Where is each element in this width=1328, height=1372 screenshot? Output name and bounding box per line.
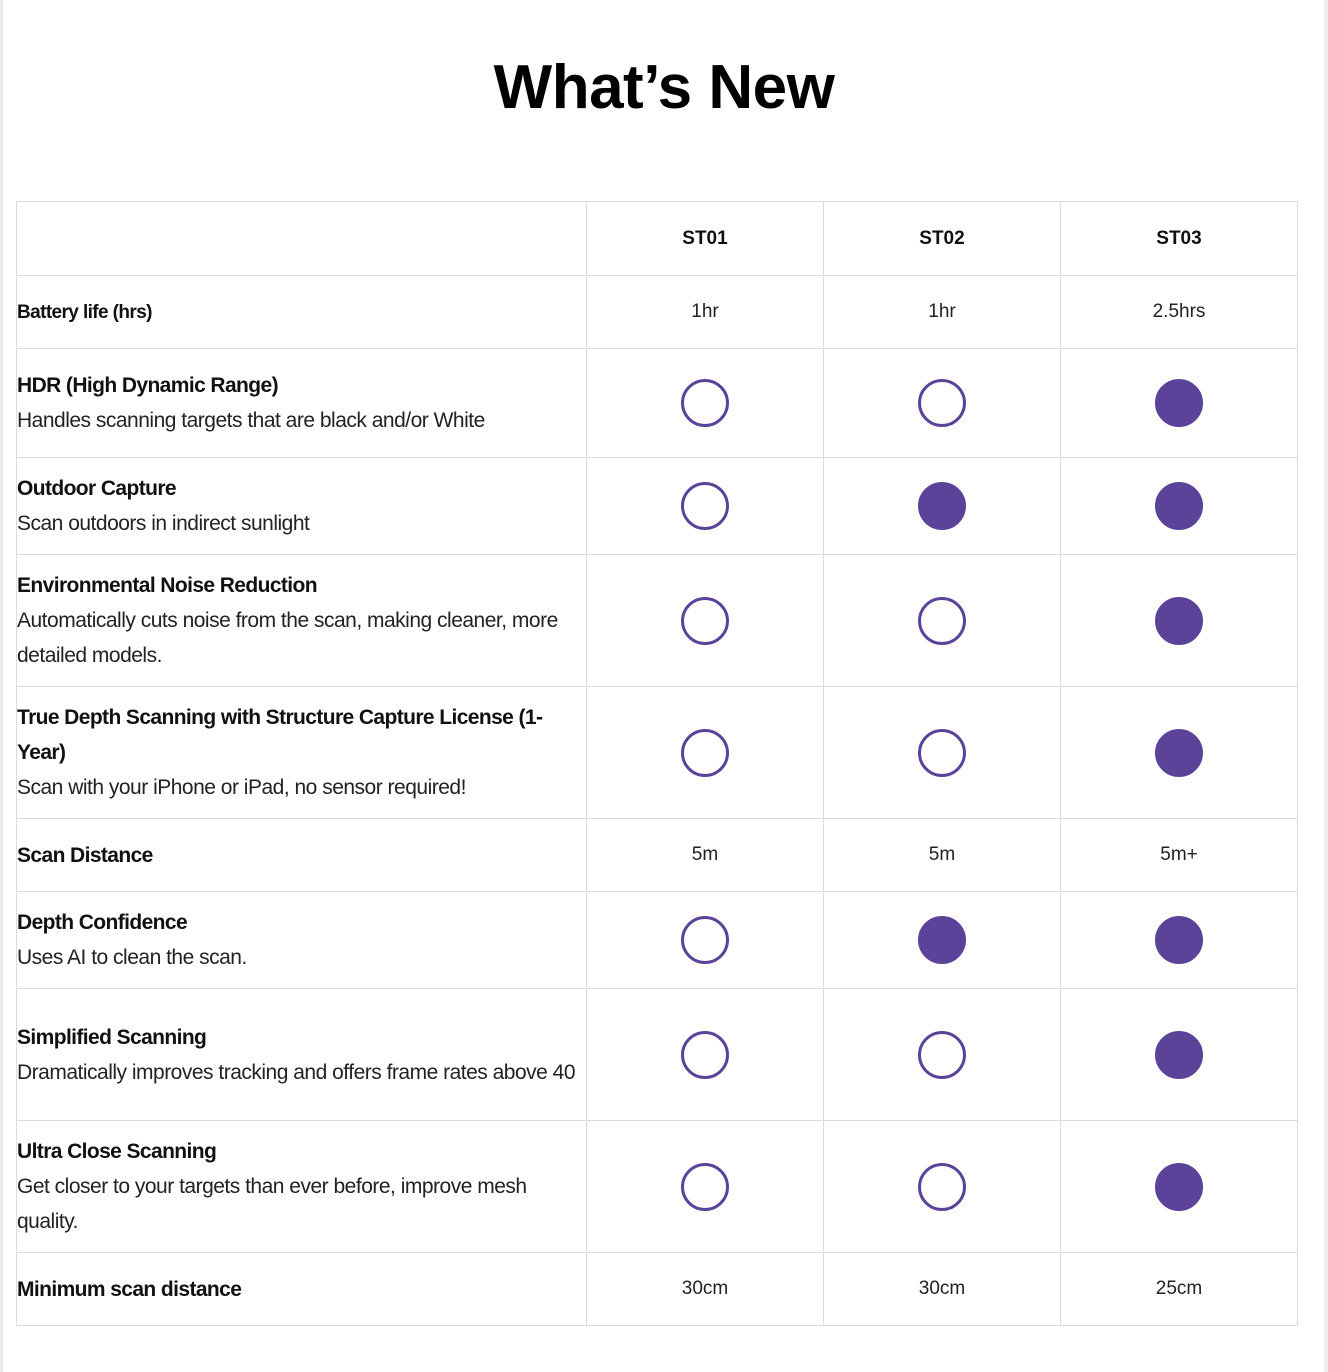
indicator-cell [1060, 686, 1298, 819]
filled-circle-icon [1155, 482, 1203, 530]
feature-cell: Minimum scan distance [16, 1252, 587, 1326]
indicator-cell [586, 1120, 824, 1253]
indicator-cell [1060, 348, 1298, 458]
indicator-cell [823, 554, 1061, 687]
right-page-edge [1324, 0, 1328, 1372]
feature-title: True Depth Scanning with Structure Captu… [17, 706, 543, 764]
indicator-cell [823, 891, 1061, 989]
feature-title: Depth Confidence [17, 911, 188, 934]
feature-column-header [16, 201, 587, 276]
indicator-cell [823, 988, 1061, 1121]
feature-cell: Ultra Close Scanning Get closer to your t… [16, 1120, 587, 1253]
feature-title: Ultra Close Scanning [17, 1140, 217, 1163]
indicator-cell [1060, 554, 1298, 687]
page-title: What’s New [493, 53, 835, 122]
feature-cell: Depth Confidence Uses AI to clean the sca… [16, 891, 587, 989]
filled-circle-icon [1155, 1030, 1203, 1079]
indicator-cell [586, 686, 824, 819]
filled-circle-icon [1155, 379, 1203, 427]
filled-circle-icon [1155, 728, 1203, 777]
indicator-cell [586, 457, 824, 555]
feature-description: Handles scanning targets that are black … [17, 409, 485, 432]
feature-description: Scan with your iPhone or iPad, no sensor… [17, 776, 466, 799]
empty-circle-icon [681, 482, 729, 530]
indicator-cell [1060, 457, 1298, 555]
left-page-edge [0, 0, 3, 1372]
model-header: ST03 [1060, 201, 1298, 276]
empty-circle-icon [681, 1162, 729, 1211]
indicator-cell [1060, 1120, 1298, 1253]
indicator-cell [586, 554, 824, 687]
empty-circle-icon [681, 1030, 729, 1079]
empty-circle-icon [681, 728, 729, 777]
feature-title: Outdoor Capture [17, 477, 177, 500]
indicator-cell [586, 348, 824, 458]
indicator-cell [823, 686, 1061, 819]
feature-cell: Outdoor Capture Scan outdoors in indirect… [16, 457, 587, 555]
table-header-row: ST01 ST02 ST03 [16, 201, 1298, 276]
table-row: Simplified Scanning Dramatically improves… [16, 988, 1298, 1121]
feature-description: Scan outdoors in indirect sunlight [17, 512, 310, 535]
feature-cell: Scan Distance [16, 818, 587, 892]
feature-title: Battery life (hrs) [17, 301, 153, 323]
feature-description: Dramatically improves tracking and offer… [17, 1060, 576, 1084]
feature-title: Environmental Noise Reduction [17, 574, 318, 597]
feature-title: Scan Distance [17, 843, 153, 867]
value-cell: 25cm [1060, 1252, 1298, 1326]
empty-circle-icon [681, 916, 729, 964]
table-row: HDR (High Dynamic Range) Handles scanning… [16, 348, 1298, 458]
feature-cell: True Depth Scanning with Structure Captu… [16, 686, 587, 819]
empty-circle-icon [918, 728, 966, 777]
filled-circle-icon [1155, 1162, 1203, 1211]
table-row: Depth Confidence Uses AI to clean the sca… [16, 891, 1298, 989]
feature-cell: HDR (High Dynamic Range) Handles scanning… [16, 348, 587, 458]
empty-circle-icon [918, 596, 966, 645]
empty-circle-icon [918, 1030, 966, 1079]
empty-circle-icon [918, 1162, 966, 1211]
feature-cell: Battery life (hrs) [16, 275, 587, 349]
filled-circle-icon [1155, 916, 1203, 964]
table-row: Environmental Noise Reduction Automatical… [16, 554, 1298, 687]
model-header: ST01 [586, 201, 824, 276]
feature-title: Minimum scan distance [17, 1277, 242, 1301]
table-row: Battery life (hrs) 1hr 1hr 2.5hrs [16, 275, 1298, 349]
empty-circle-icon [681, 379, 729, 427]
table-row: Outdoor Capture Scan outdoors in indirect… [16, 457, 1298, 555]
filled-circle-icon [918, 482, 966, 530]
model-header: ST02 [823, 201, 1061, 276]
table-row: True Depth Scanning with Structure Captu… [16, 686, 1298, 819]
indicator-cell [823, 457, 1061, 555]
empty-circle-icon [681, 596, 729, 645]
feature-description: Automatically cuts noise from the scan, … [17, 609, 558, 667]
filled-circle-icon [1155, 596, 1203, 645]
indicator-cell [823, 348, 1061, 458]
value-cell: 5m+ [1060, 818, 1298, 892]
table-row: Minimum scan distance 30cm 30cm 25cm [16, 1252, 1298, 1326]
value-cell: 30cm [823, 1252, 1061, 1326]
feature-description: Uses AI to clean the scan. [17, 946, 247, 969]
feature-cell: Environmental Noise Reduction Automatical… [16, 554, 587, 687]
table-row: Ultra Close Scanning Get closer to your t… [16, 1120, 1298, 1253]
indicator-cell [1060, 988, 1298, 1121]
value-cell: 1hr [823, 275, 1061, 349]
feature-title: HDR (High Dynamic Range) [17, 374, 279, 397]
comparison-table: ST01 ST02 ST03 Battery life (hrs) 1hr 1hr 2… [16, 201, 1298, 1326]
indicator-cell [586, 891, 824, 989]
feature-cell: Simplified Scanning Dramatically improves… [16, 988, 587, 1121]
indicator-cell [823, 1120, 1061, 1253]
indicator-cell [1060, 891, 1298, 989]
value-cell: 5m [586, 818, 824, 892]
value-cell: 30cm [586, 1252, 824, 1326]
feature-title: Simplified Scanning [17, 1025, 207, 1049]
filled-circle-icon [918, 916, 966, 964]
value-cell: 2.5hrs [1060, 275, 1298, 349]
feature-description: Get closer to your targets than ever bef… [17, 1175, 527, 1233]
indicator-cell [586, 988, 824, 1121]
empty-circle-icon [918, 379, 966, 427]
value-cell: 1hr [586, 275, 824, 349]
table-row: Scan Distance 5m 5m 5m+ [16, 818, 1298, 892]
value-cell: 5m [823, 818, 1061, 892]
